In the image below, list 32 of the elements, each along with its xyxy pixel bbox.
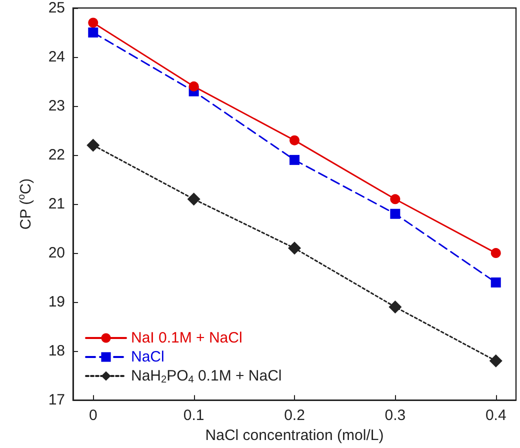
point [288, 242, 301, 255]
x-tick-label: 0 [88, 407, 98, 424]
y-tick-label: 21 [48, 196, 65, 213]
point [188, 81, 199, 92]
point [88, 18, 98, 28]
x-tick-label: 0.3 [384, 407, 406, 424]
point [490, 277, 501, 288]
point [187, 192, 200, 206]
point [88, 28, 98, 38]
y-tick-label: 24 [48, 48, 65, 66]
x-tick-label: 0.1 [183, 407, 204, 424]
point [489, 354, 502, 368]
y-tick-label: 18 [48, 342, 65, 360]
y-tick-label: 23 [48, 98, 65, 115]
y-tick-label: 25 [48, 0, 65, 16]
legend-label: NaCl [131, 348, 164, 366]
legend-label: NaI 0.1M + NaCl [131, 330, 242, 346]
y-tick-label: 22 [48, 146, 65, 164]
x-tick-label: 0.2 [284, 407, 305, 424]
point [490, 248, 501, 258]
point [390, 208, 400, 219]
point [390, 194, 400, 204]
y-tick-label: 19 [48, 294, 65, 311]
y-tick-label: 17 [48, 392, 65, 409]
point [290, 154, 300, 165]
point [388, 300, 402, 314]
x-tick-label: 0.4 [485, 407, 506, 424]
point [86, 138, 100, 152]
y-tick-label: 20 [48, 244, 65, 262]
x-axis-title: NaCl concentration (mol/L) [205, 427, 384, 444]
point [290, 135, 300, 146]
y-axis-title: CP (oC) [16, 178, 34, 230]
